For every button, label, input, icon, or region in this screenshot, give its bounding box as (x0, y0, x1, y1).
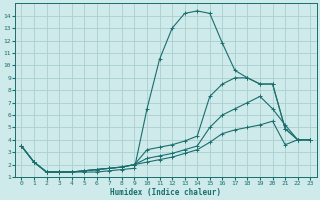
X-axis label: Humidex (Indice chaleur): Humidex (Indice chaleur) (110, 188, 221, 197)
